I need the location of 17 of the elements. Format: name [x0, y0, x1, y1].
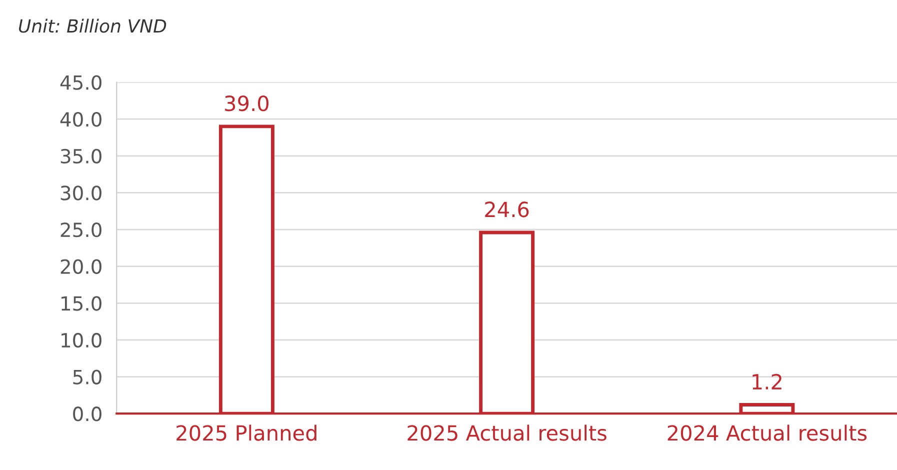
y-tick-label: 15.0	[62, 296, 102, 311]
y-tick-label: 45.0	[60, 75, 102, 90]
y-tick-label: 40.0	[60, 112, 102, 127]
x-tick-label: 2025 Actual results	[408, 424, 606, 441]
y-tick-label: 5.0	[73, 370, 102, 384]
data-label: 24.6	[485, 202, 529, 218]
y-tick-label: 10.0	[62, 332, 102, 348]
y-tick-label: 25.0	[60, 222, 102, 238]
x-tick-label: 2025 Planned	[176, 424, 316, 441]
data-label: 39.0	[225, 96, 268, 112]
text: Unit: Billion VND	[18, 18, 166, 33]
y-tick-label: 0.0	[73, 406, 102, 422]
y-tick-label: 20.0	[60, 259, 102, 274]
x-tick-label: 2024 Actual results	[668, 424, 867, 441]
data-label: 1.2	[752, 374, 782, 390]
y-tick-label: 35.0	[60, 148, 102, 164]
y-tick-label: 30.0	[60, 186, 102, 200]
